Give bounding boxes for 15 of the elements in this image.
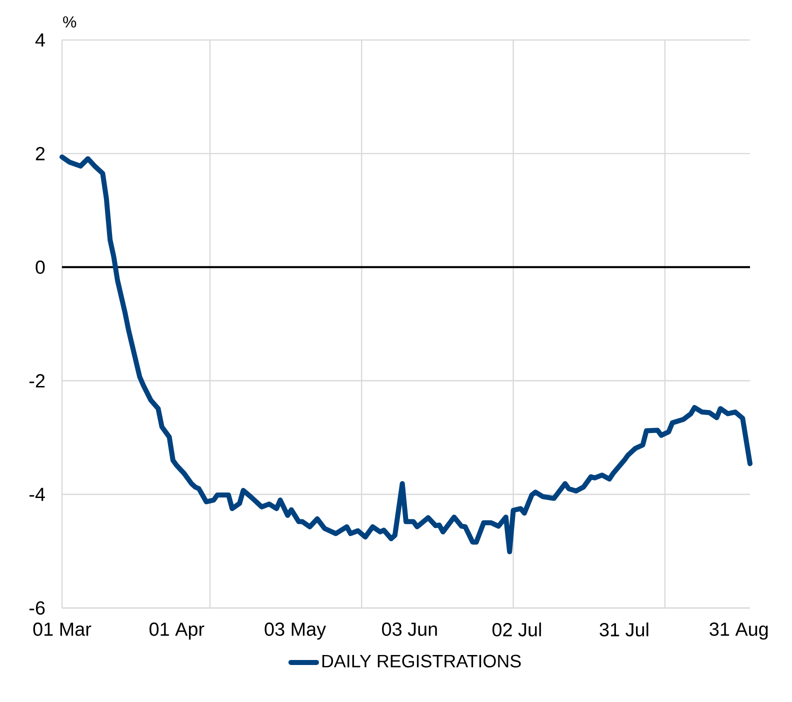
- y-tick-label: 2: [36, 146, 45, 160]
- y-tick-label: -6: [30, 601, 45, 615]
- x-tick-label: 31 Aug: [710, 622, 768, 640]
- y-tick-label: 4: [35, 33, 45, 46]
- y-tick-label: -2: [30, 374, 45, 388]
- x-tick-label: 03 Jun: [382, 622, 437, 636]
- x-tick-label: 03 May: [264, 622, 326, 640]
- x-tick-label: 01 Mar: [33, 622, 92, 636]
- y-axis-title: %: [63, 16, 76, 28]
- y-tick-label: 0: [36, 260, 45, 274]
- legend-label: DAILY REGISTRATIONS: [322, 654, 521, 668]
- x-tick-label: 02 Jul: [492, 622, 541, 636]
- x-tick-label: 01 Apr: [150, 622, 204, 640]
- x-tick-label: 31 Jul: [600, 622, 648, 636]
- y-tick-label: -4: [30, 488, 45, 501]
